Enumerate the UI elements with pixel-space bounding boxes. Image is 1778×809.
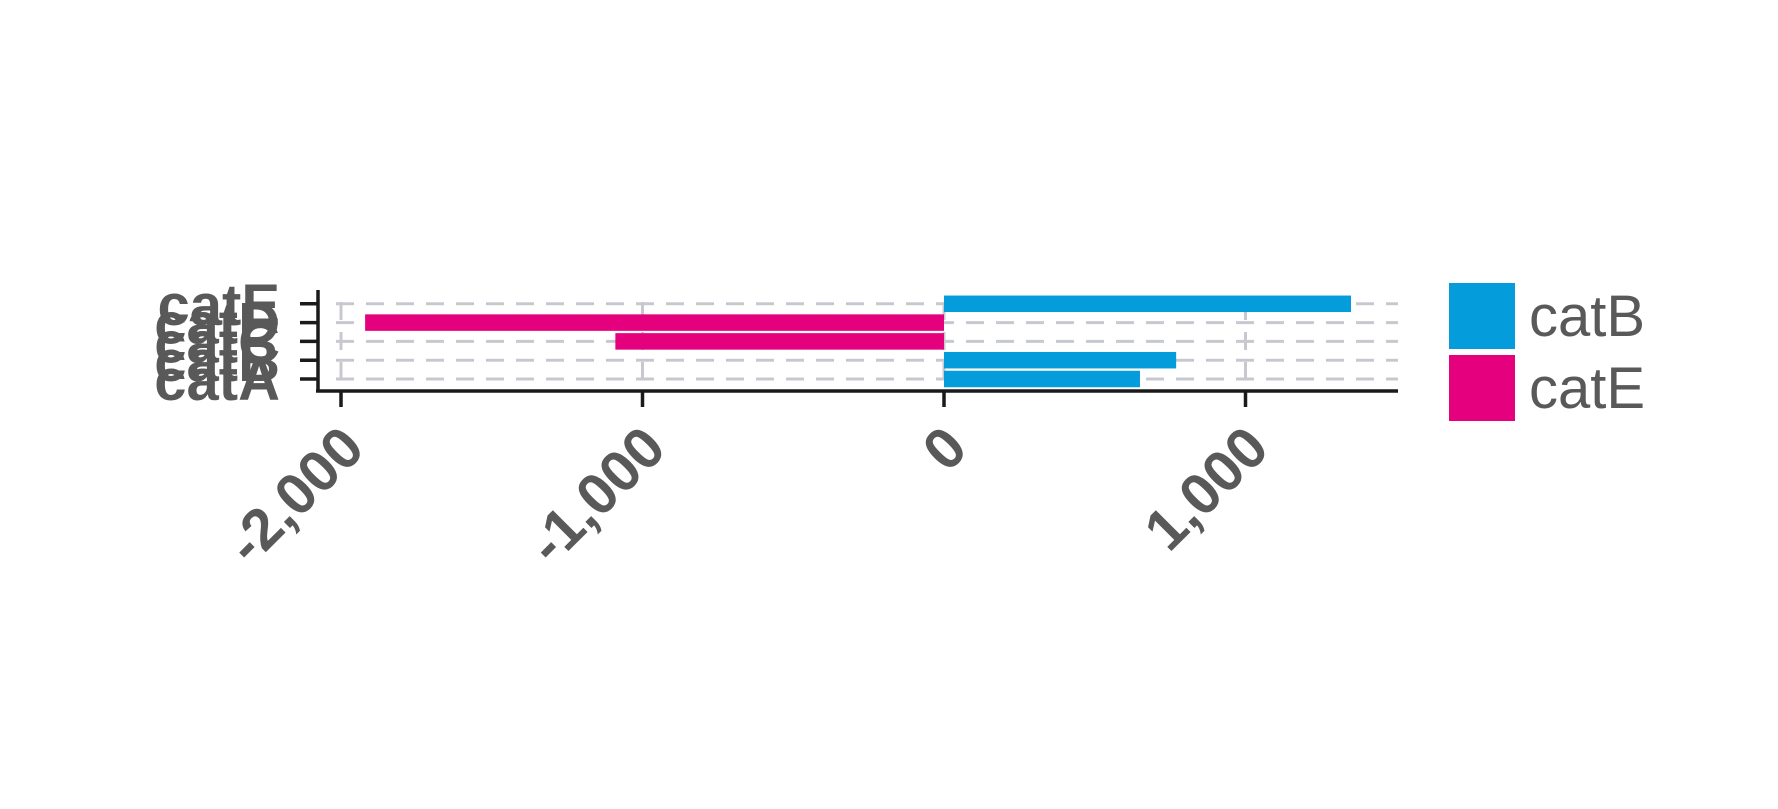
bar-catB-catA: [944, 370, 1140, 388]
x-tick-label: 0: [910, 414, 979, 483]
bar-catE-catC: [615, 333, 944, 350]
x-tick-label: -2,000: [214, 414, 376, 576]
x-tick-label: -1,000: [515, 414, 677, 576]
axes: [300, 290, 1398, 407]
bar-catE-catD: [365, 314, 944, 331]
bar-catB-catB: [944, 351, 1177, 369]
x-tick-label: 1,000: [1132, 414, 1281, 563]
legend: catB catE: [1449, 283, 1645, 421]
y-tick-label: catE: [157, 273, 280, 338]
legend-swatch-catE: [1449, 355, 1515, 421]
legend-label-catB: catB: [1529, 284, 1645, 349]
y-tick-label: catD: [154, 292, 280, 357]
y-tick-label: catB: [154, 329, 280, 394]
bars: [365, 295, 1352, 388]
bar-catB-catE: [944, 295, 1352, 313]
y-tick-label: catA: [154, 348, 280, 413]
legend-label-catE: catE: [1529, 356, 1645, 421]
x-tick-labels: -2,000 -1,000 0 1,000: [214, 414, 1281, 576]
y-tick-label: catC: [154, 310, 280, 375]
legend-swatch-catB: [1449, 283, 1515, 349]
